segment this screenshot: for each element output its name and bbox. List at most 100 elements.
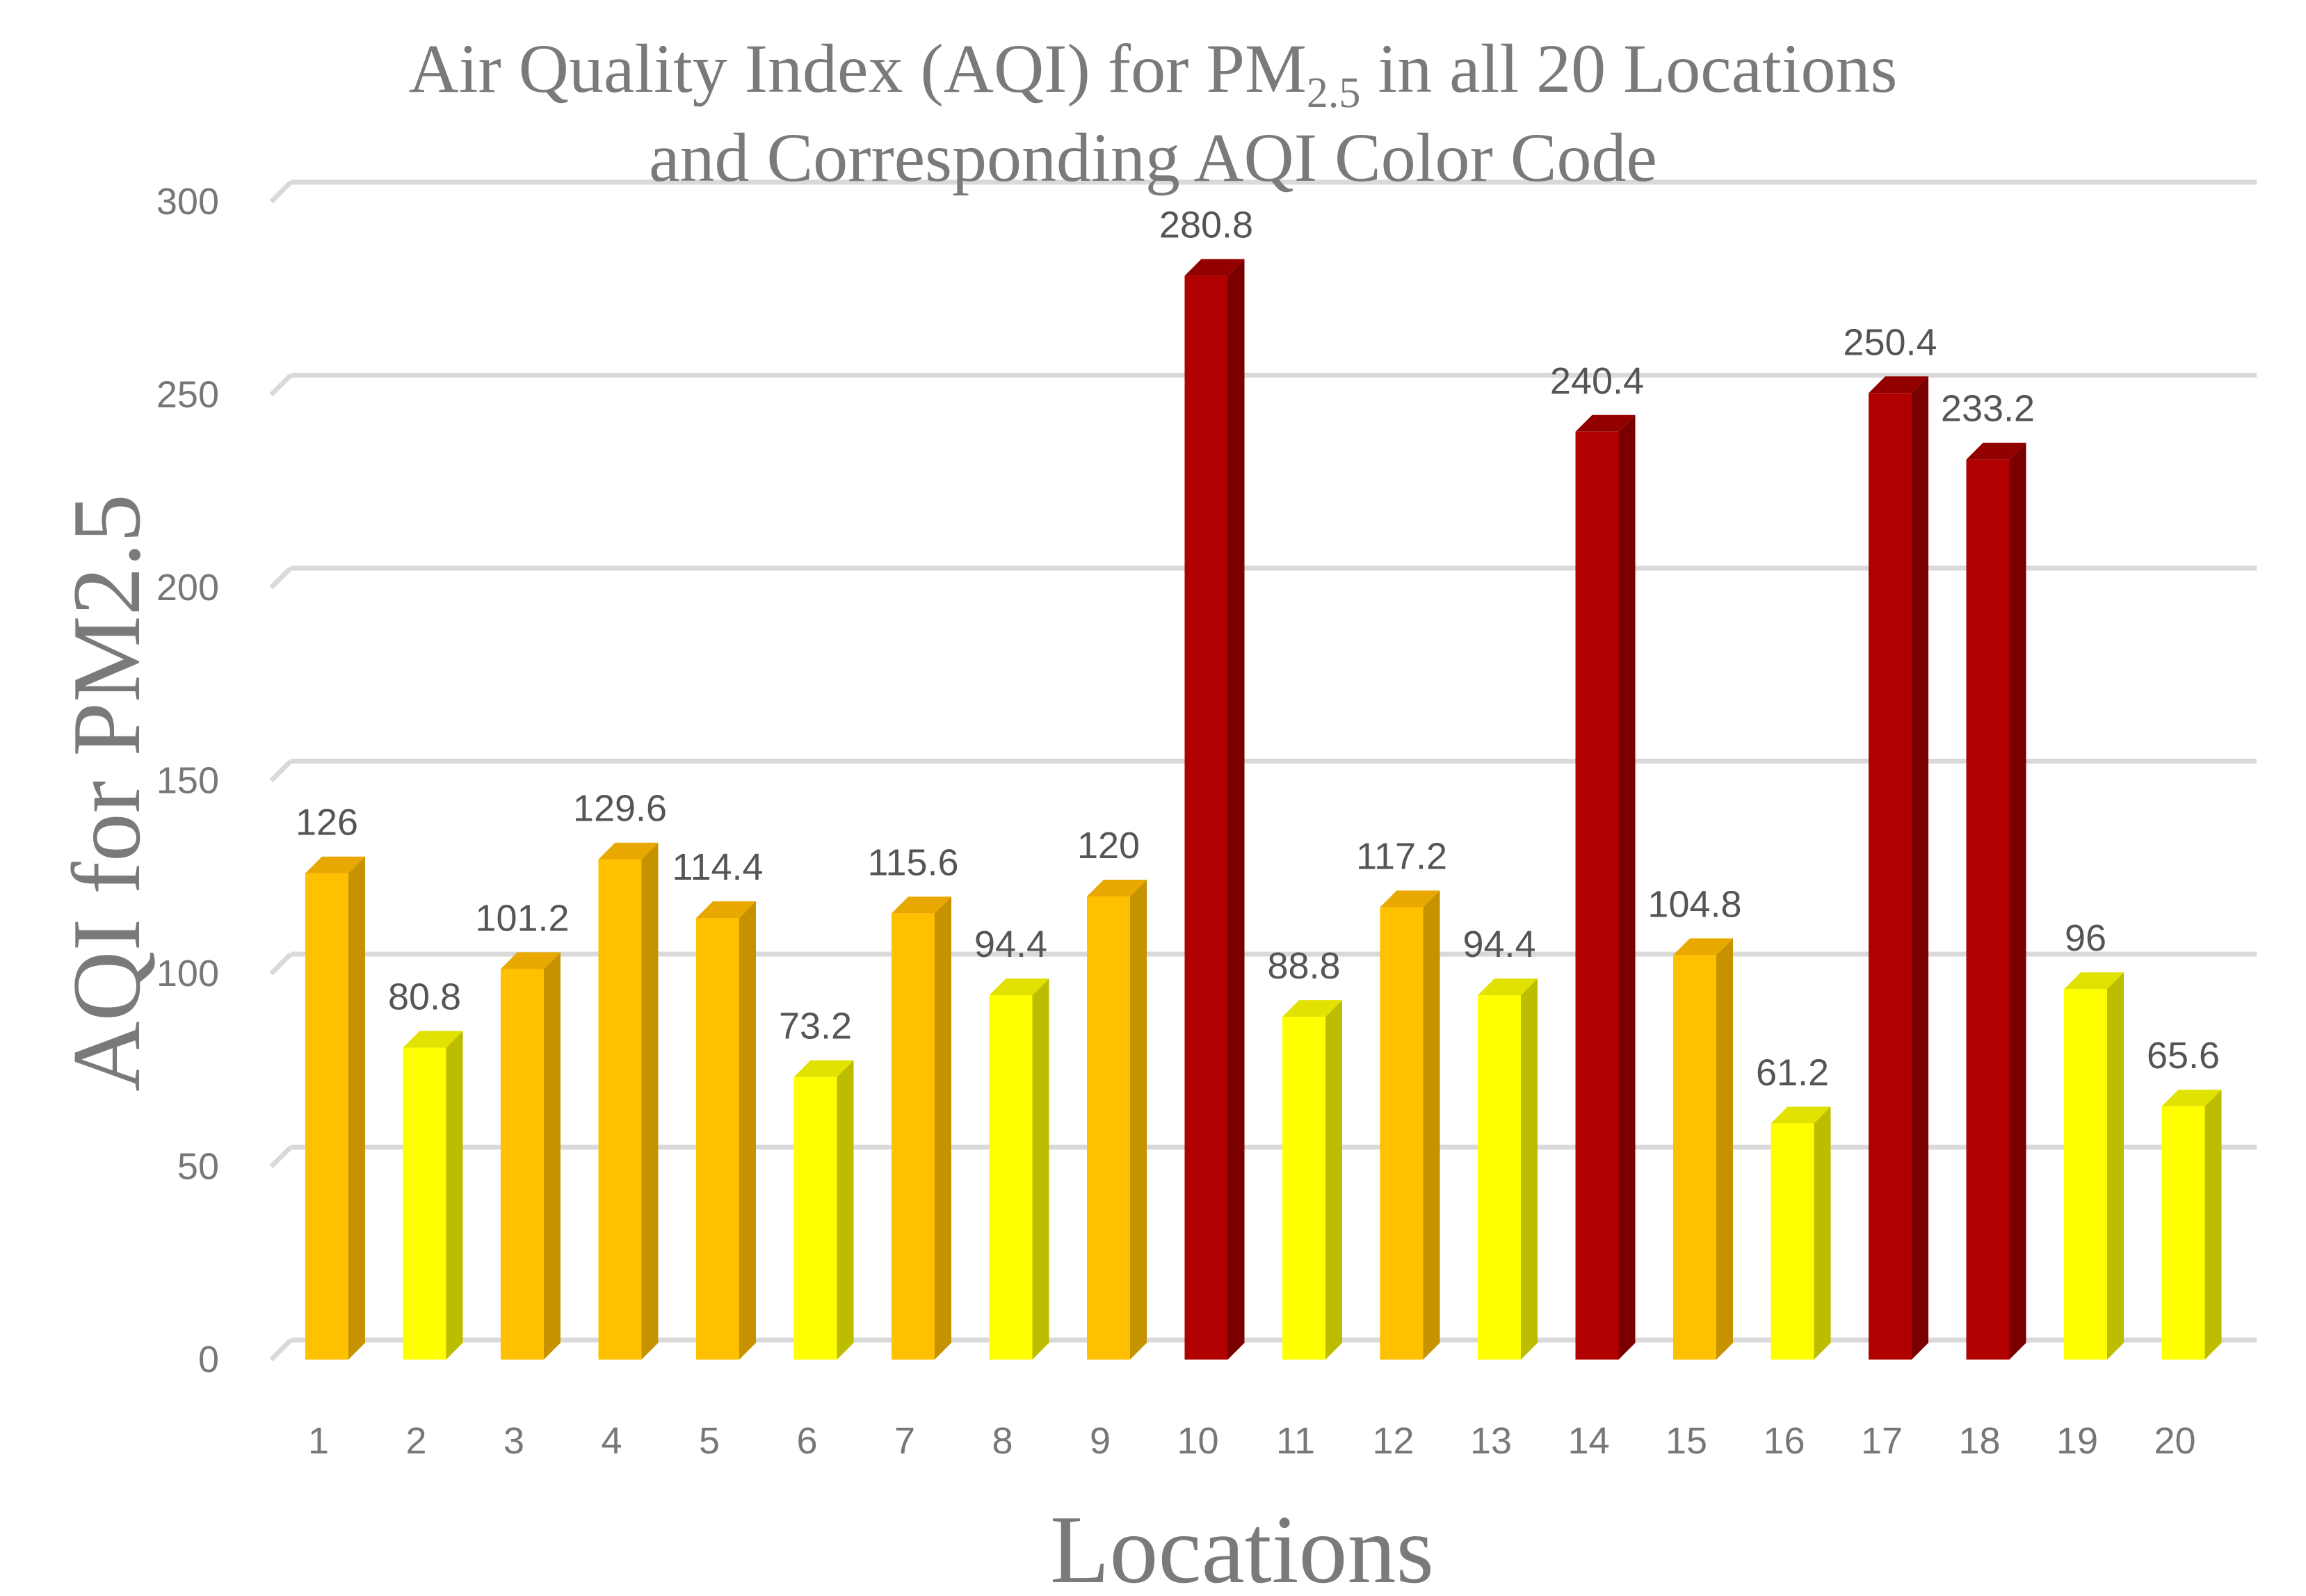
bar-top (1184, 259, 1245, 276)
chart-title-line-1: Air Quality Index (AQI) for PM2.5 in all… (409, 30, 1898, 117)
data-label: 126 (296, 802, 358, 844)
bar-front (892, 913, 935, 1360)
x-tick-label: 7 (894, 1420, 915, 1462)
bar-top (598, 842, 659, 860)
bar-16 (1771, 1106, 1831, 1360)
bar-4 (598, 842, 659, 1360)
bar-front (1771, 1123, 1814, 1360)
data-label: 94.4 (1462, 924, 1535, 965)
bar-top (892, 896, 951, 914)
bar-front (696, 918, 739, 1360)
bar-17 (1869, 376, 1928, 1360)
bar-top (1282, 1000, 1342, 1017)
x-tick-label: 16 (1763, 1420, 1805, 1462)
bar-front (2064, 989, 2107, 1360)
data-label: 94.4 (974, 924, 1047, 965)
data-label: 233.2 (1941, 388, 2035, 430)
bar-side (446, 1031, 463, 1360)
data-label: 120 (1077, 825, 1140, 866)
bar-top (2064, 972, 2124, 990)
bar-side (544, 952, 561, 1360)
bar-side (2204, 1089, 2222, 1360)
bar-side (1716, 938, 1733, 1360)
x-tick-label: 19 (2056, 1420, 2098, 1462)
gridline-50 (269, 1145, 293, 1168)
x-tick-label: 15 (1666, 1420, 1707, 1462)
bar-side (837, 1060, 854, 1360)
bar-front (1575, 431, 1619, 1360)
x-tick-label: 3 (503, 1420, 524, 1462)
bars (305, 259, 2222, 1360)
data-label: 117.2 (1356, 836, 1447, 878)
bar-top (1380, 890, 1440, 908)
y-tick-label: 100 (156, 953, 219, 994)
bar-front (793, 1077, 837, 1360)
bar-top (1575, 414, 1636, 432)
x-tick-label: 6 (796, 1420, 817, 1462)
bar-side (1521, 978, 1538, 1360)
y-tick-label: 150 (156, 760, 219, 802)
bar-side (2107, 972, 2124, 1360)
bar-front (1966, 459, 2010, 1360)
x-tick-label: 17 (1861, 1420, 1903, 1462)
bar-side (1423, 890, 1440, 1360)
data-label: 80.8 (388, 976, 461, 1018)
x-tick-label: 20 (2154, 1420, 2195, 1462)
bar-top (403, 1031, 463, 1048)
title-tail: in all 20 Locations (1360, 30, 1897, 107)
bar-front (305, 873, 348, 1360)
bar-front (1673, 955, 1716, 1360)
bar-front (598, 859, 642, 1360)
bar-9 (1087, 880, 1147, 1360)
bar-front (2161, 1106, 2205, 1360)
data-label: 104.8 (1647, 883, 1741, 925)
bar-front (501, 969, 544, 1360)
y-tick-label: 0 (198, 1339, 219, 1380)
bar-side (641, 842, 659, 1360)
x-tick-label: 9 (1090, 1420, 1111, 1462)
gridlines (269, 179, 2257, 1362)
bar-side (1618, 414, 1636, 1360)
bar-front (1869, 393, 1912, 1360)
chart-title-line-2: and Corresponding AQI Color Code (649, 119, 1657, 196)
data-label: 65.6 (2147, 1035, 2220, 1077)
bar-6 (793, 1060, 854, 1360)
bar-top (1771, 1106, 1831, 1124)
bar-top (2161, 1089, 2222, 1106)
x-tick-label: 5 (699, 1420, 720, 1462)
bar-front (1184, 275, 1228, 1360)
bar-front (1478, 995, 1521, 1360)
bar-side (739, 901, 756, 1360)
bar-20 (2161, 1089, 2222, 1360)
bar-front (1087, 896, 1130, 1360)
gridline-200 (269, 566, 293, 590)
x-tick-label: 2 (405, 1420, 426, 1462)
y-axis-title: AQI for PM2.5 (53, 494, 161, 1091)
bar-13 (1478, 978, 1538, 1360)
bar-top (1087, 880, 1147, 896)
bar-top (1478, 978, 1538, 996)
bar-top (305, 856, 365, 873)
data-label: 88.8 (1267, 945, 1340, 987)
bar-5 (696, 901, 756, 1360)
y-tick-label: 250 (156, 374, 219, 416)
bar-top (696, 901, 756, 919)
bar-18 (1966, 442, 2026, 1360)
gridline-300 (269, 180, 293, 204)
bar-side (1814, 1106, 1831, 1360)
x-tick-label: 8 (992, 1420, 1013, 1462)
bar-front (1380, 907, 1424, 1360)
bar-3 (501, 952, 561, 1360)
y-tick-label: 200 (156, 567, 219, 608)
bar-side (348, 856, 365, 1360)
bar-8 (989, 978, 1049, 1360)
data-label: 280.8 (1159, 204, 1253, 246)
bar-2 (403, 1031, 463, 1360)
bar-15 (1673, 938, 1733, 1360)
bar-side (1912, 376, 1928, 1360)
bar-side (1227, 259, 1245, 1360)
bar-front (1282, 1017, 1325, 1360)
bar-top (1869, 376, 1928, 394)
